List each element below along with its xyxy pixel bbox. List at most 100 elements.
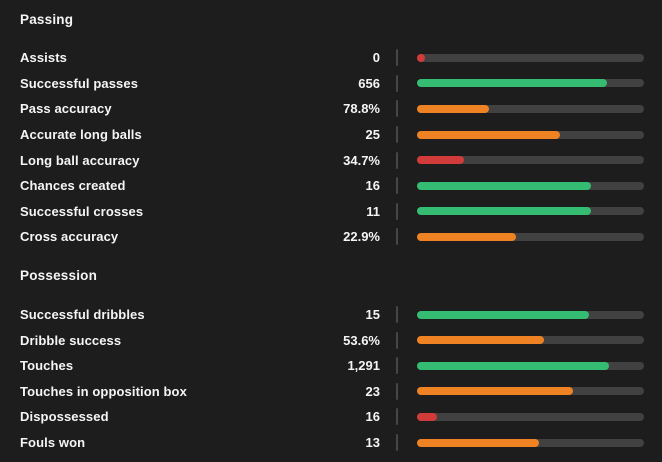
stat-row: Cross accuracy 22.9%: [20, 224, 644, 250]
stat-row-left: Accurate long balls 25: [20, 127, 380, 142]
stat-row-left: Pass accuracy 78.8%: [20, 101, 380, 116]
stat-label: Fouls won: [20, 435, 86, 451]
row-divider: [396, 382, 398, 400]
stat-bar-fill: [416, 104, 490, 113]
stat-value: 53.6%: [343, 332, 380, 348]
row-divider: [396, 434, 398, 452]
stat-value: 16: [365, 409, 380, 425]
stat-value: 13: [365, 435, 380, 451]
stat-label: Pass accuracy: [20, 101, 112, 117]
stat-row: Chances created 16: [20, 173, 644, 199]
stat-value: 78.8%: [343, 101, 380, 117]
stat-row: Successful crosses 11: [20, 199, 644, 225]
stat-bar-fill: [416, 53, 425, 62]
section-title: Possession: [20, 268, 98, 284]
stat-label: Accurate long balls: [20, 127, 142, 143]
stat-bar-fill: [416, 232, 517, 241]
row-divider: [396, 74, 398, 92]
stats-section: Passing Assists 0 Successful passes 656 …: [20, 6, 644, 250]
stat-value: 23: [365, 383, 380, 399]
stat-row-left: Touches in opposition box 23: [20, 384, 380, 399]
stats-rows: Assists 0 Successful passes 656 Pass acc…: [20, 45, 644, 250]
stat-row-left: Dispossessed 16: [20, 409, 380, 424]
stat-row-left: Dribble success 53.6%: [20, 333, 380, 348]
stat-label: Cross accuracy: [20, 229, 119, 245]
stat-row: Successful passes 656: [20, 71, 644, 97]
stat-row: Long ball accuracy 34.7%: [20, 147, 644, 173]
stat-row-left: Chances created 16: [20, 178, 380, 193]
stat-row: Fouls won 13: [20, 430, 644, 456]
stat-value: 22.9%: [343, 229, 380, 245]
stat-bar-track: [416, 438, 644, 447]
row-divider: [396, 331, 398, 349]
stat-label: Touches in opposition box: [20, 383, 187, 399]
stat-value: 0: [372, 50, 380, 66]
stat-bar-fill: [416, 387, 574, 396]
stat-row: Successful dribbles 15: [20, 302, 644, 328]
stat-bar-track: [416, 412, 644, 421]
stat-bar-fill: [416, 412, 437, 421]
stat-row: Assists 0: [20, 45, 644, 71]
stat-row: Accurate long balls 25: [20, 122, 644, 148]
stat-value: 16: [365, 178, 380, 194]
stat-bar-track: [416, 207, 644, 216]
stat-row: Dispossessed 16: [20, 404, 644, 430]
stat-value: 1,291: [347, 358, 380, 374]
stat-row-left: Cross accuracy 22.9%: [20, 229, 380, 244]
stats-rows: Successful dribbles 15 Dribble success 5…: [20, 302, 644, 456]
section-title: Passing: [20, 11, 74, 27]
stat-bar-track: [416, 387, 644, 396]
stat-bar-fill: [416, 156, 465, 165]
stat-bar-fill: [416, 79, 608, 88]
row-divider: [396, 100, 398, 118]
stat-bar-track: [416, 79, 644, 88]
stat-bar-track: [416, 336, 644, 345]
stat-value: 656: [358, 75, 380, 91]
stat-label: Assists: [20, 50, 67, 66]
stat-value: 11: [366, 203, 380, 219]
stat-bar-track: [416, 181, 644, 190]
stat-bar-track: [416, 361, 644, 370]
stat-label: Touches: [20, 358, 74, 374]
stat-label: Successful dribbles: [20, 307, 145, 323]
stat-row-left: Successful dribbles 15: [20, 307, 380, 322]
stat-label: Successful passes: [20, 75, 139, 91]
stat-bar-track: [416, 104, 644, 113]
stat-value: 34.7%: [343, 152, 380, 168]
row-divider: [396, 49, 398, 67]
stat-row-left: Long ball accuracy 34.7%: [20, 153, 380, 168]
stat-label: Dispossessed: [20, 409, 109, 425]
stat-bar-track: [416, 130, 644, 139]
stat-bar-track: [416, 232, 644, 241]
stat-label: Chances created: [20, 178, 126, 194]
stat-row: Pass accuracy 78.8%: [20, 96, 644, 122]
stat-row-left: Touches 1,291: [20, 358, 380, 373]
stat-row-left: Successful crosses 11: [20, 204, 380, 219]
row-divider: [396, 202, 398, 220]
row-divider: [396, 177, 398, 195]
stat-bar-track: [416, 310, 644, 319]
row-divider: [396, 151, 398, 169]
stat-bar-fill: [416, 207, 592, 216]
stat-bar-fill: [416, 438, 540, 447]
stat-row-left: Successful passes 656: [20, 76, 380, 91]
stat-row: Dribble success 53.6%: [20, 327, 644, 353]
stat-value: 25: [365, 127, 380, 143]
row-divider: [396, 228, 398, 246]
stat-bar-fill: [416, 310, 590, 319]
stat-row: Touches 1,291: [20, 353, 644, 379]
stat-bar-fill: [416, 130, 560, 139]
stat-bar-track: [416, 156, 644, 165]
stat-bar-fill: [416, 361, 610, 370]
row-divider: [396, 408, 398, 426]
row-divider: [396, 126, 398, 144]
stat-label: Dribble success: [20, 332, 122, 348]
stat-label: Long ball accuracy: [20, 152, 140, 168]
stat-label: Successful crosses: [20, 203, 144, 219]
sections-container: Passing Assists 0 Successful passes 656 …: [20, 6, 644, 455]
stat-bar-track: [416, 53, 644, 62]
stat-bar-fill: [416, 336, 544, 345]
stat-row-left: Assists 0: [20, 50, 380, 65]
stats-section: Possession Successful dribbles 15 Dribbl…: [20, 263, 644, 456]
